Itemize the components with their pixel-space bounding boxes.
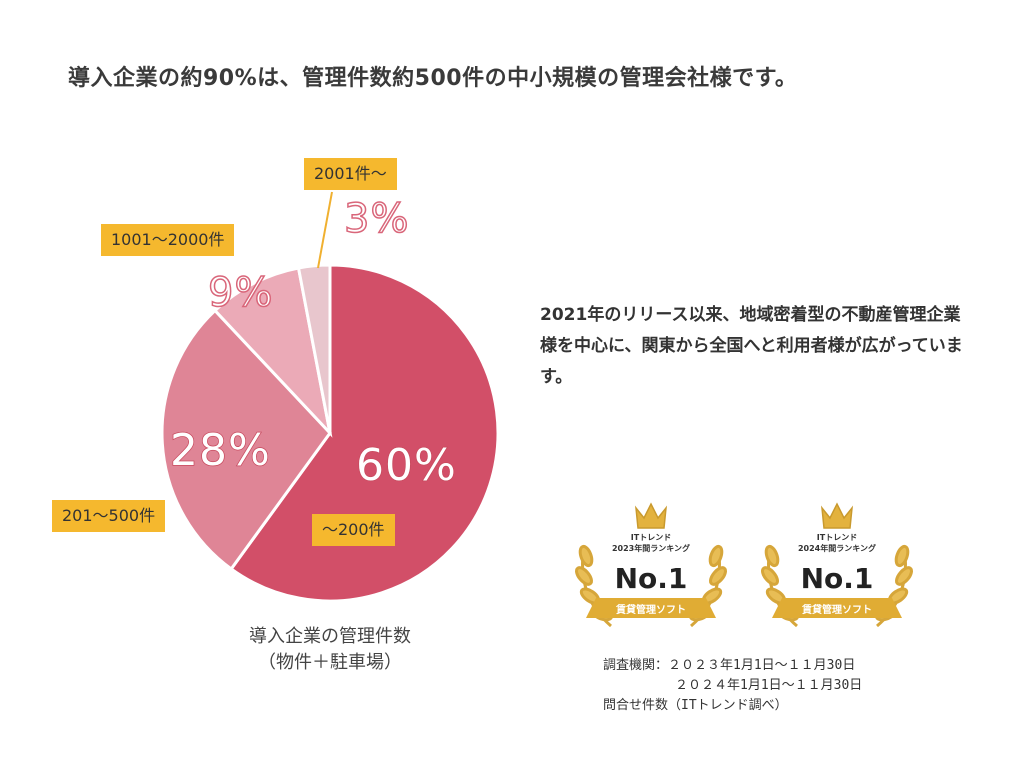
award-ribbon (586, 598, 716, 618)
leader-line-2001 (317, 191, 333, 269)
crown-icon (821, 502, 853, 529)
award-line2: 2024年間ランキング (798, 543, 876, 553)
pie-slice-1 (160, 308, 332, 572)
slice-value-1: 28% (169, 424, 271, 477)
pie-slice-0 (229, 263, 500, 603)
caption-line-1: 導入企業の管理件数 (249, 626, 411, 647)
slice-label-1: 201～500件 (52, 500, 166, 532)
slice-value-2: 9% (207, 269, 274, 317)
award-ribbon (772, 598, 902, 618)
award-ribbon-text: 賃貸管理ソフト (801, 603, 872, 616)
headline: 導入企業の約90%は、管理件数約500件の中小規模の管理会社様です。 (68, 66, 798, 91)
slice-value-3: 3% (343, 195, 410, 243)
slice-value-0: 60% (355, 439, 457, 492)
description-text: 2021年のリリース以来、地域密着型の不動産管理企業様を中心に、関東から全国へと… (540, 305, 963, 387)
slice-label-2: 1001～2000件 (101, 224, 235, 256)
caption-line-2: （物件＋駐車場） (258, 652, 402, 673)
award-rank: No.1 (615, 562, 688, 595)
crown-icon (635, 502, 667, 529)
source-period-1: ２０２３年1月1日～１１月30日 (668, 658, 856, 673)
award-line1: ITトレンド (631, 533, 671, 542)
slice-label-0: ～200件 (312, 514, 395, 546)
pie-slice-3 (296, 263, 332, 434)
award-badge-2023: ITトレンド 2023年間ランキング No.1 賃貸管理ソフト (575, 502, 727, 628)
pie-slice-2 (212, 266, 333, 438)
award-rank: No.1 (801, 562, 874, 595)
slice-label-3: 2001件～ (304, 158, 397, 190)
source-label: 調査機関： (603, 658, 669, 673)
source-note-text: 問合せ件数（ITトレンド調べ） (603, 698, 788, 713)
chart-caption: 導入企業の管理件数 （物件＋駐車場） (200, 624, 460, 676)
award-ribbon-text: 賃貸管理ソフト (615, 603, 686, 616)
award-line1: ITトレンド (817, 533, 857, 542)
award-badge-2024: ITトレンド 2024年間ランキング No.1 賃貸管理ソフト (761, 502, 913, 628)
source-note: 調査機関：２０２３年1月1日～１１月30日 ２０２４年1月1日～１１月30日 問… (603, 656, 862, 716)
source-period-2: ２０２４年1月1日～１１月30日 (675, 678, 863, 693)
award-line2: 2023年間ランキング (612, 543, 690, 553)
